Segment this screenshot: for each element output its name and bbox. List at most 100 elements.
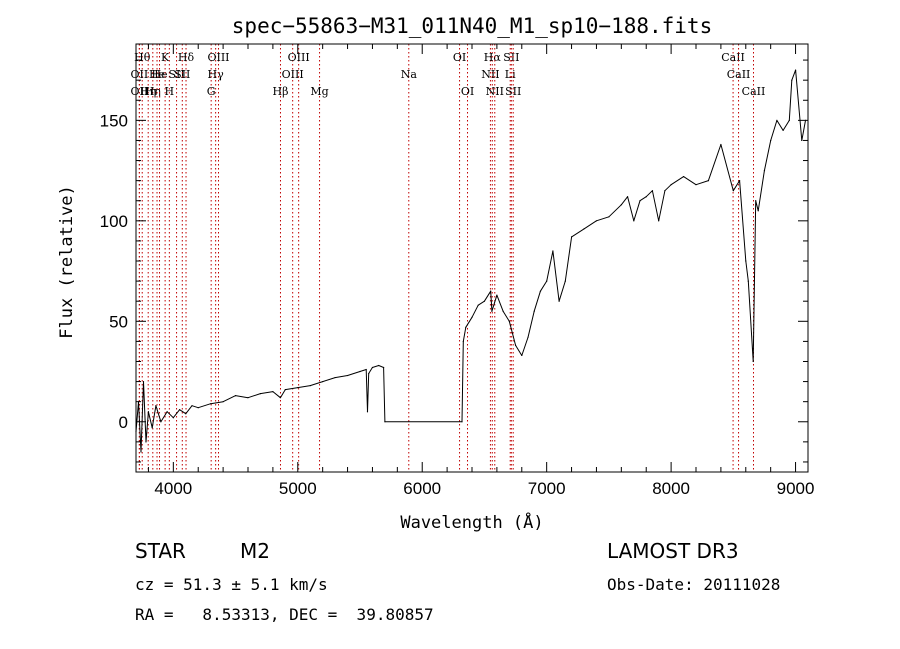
x-tick-label: 4000 (154, 479, 192, 498)
data-point (539, 290, 542, 292)
y-tick-label: 0 (119, 413, 128, 432)
x-axis-label: Wavelength (Å) (400, 511, 543, 533)
data-point (620, 204, 622, 206)
x-tick-label: 9000 (777, 479, 815, 498)
data-point (151, 427, 153, 429)
spectral-line-label: Hβ (273, 85, 289, 98)
x-tick-label: 6000 (403, 479, 441, 498)
spectral-line-label: Hη (145, 85, 161, 98)
data-point (732, 190, 734, 192)
data-point (297, 387, 299, 389)
data-point (272, 391, 274, 393)
data-point (757, 210, 759, 212)
data-point (583, 228, 585, 230)
data-point (462, 340, 464, 342)
data-point (166, 411, 168, 413)
data-point (791, 79, 793, 81)
spectral-line-label: Hγ (208, 68, 225, 81)
data-point (664, 190, 666, 192)
data-point (527, 336, 529, 338)
data-point (210, 403, 212, 405)
spectral-line-label: OIII (282, 68, 304, 81)
data-point (322, 380, 324, 383)
y-tick-label: 50 (109, 312, 128, 331)
spectral-line-label: SII (174, 68, 190, 81)
data-point (384, 421, 386, 423)
spectral-line-label: OIII (207, 51, 229, 64)
plot-frame (135, 43, 809, 473)
series-line (135, 69, 806, 453)
data-point (172, 417, 174, 419)
data-point (461, 421, 463, 423)
data-point (670, 184, 672, 186)
data-point (782, 129, 784, 132)
spectral-line-label: Mg (310, 85, 328, 98)
data-point (247, 397, 249, 399)
data-point (546, 280, 548, 282)
data-point (738, 180, 741, 182)
spectral-line-label: Hδ (178, 51, 195, 64)
spectral-line-label: OII (131, 85, 149, 98)
data-point (366, 411, 369, 413)
data-point (471, 316, 473, 318)
data-point (747, 280, 749, 282)
object-subclass: M2 (240, 539, 270, 563)
data-point (626, 196, 629, 198)
data-point (564, 280, 566, 282)
data-point (142, 380, 145, 383)
spectral-line-label: NII (486, 85, 504, 98)
data-point (160, 421, 162, 423)
data-point (645, 196, 647, 198)
data-point (222, 401, 224, 403)
data-point (633, 220, 635, 222)
y-axis-label: Flux (relative) (57, 185, 77, 339)
coordinates: RA = 8.53313, DEC = 39.80857 (135, 605, 434, 624)
spectral-line-label: OI (453, 51, 466, 64)
data-point (191, 405, 193, 407)
data-point (359, 370, 361, 373)
data-point (794, 69, 797, 71)
data-point (608, 216, 610, 218)
observation-date: Obs-Date: 20111028 (607, 575, 780, 594)
data-point (639, 200, 641, 202)
data-point (259, 393, 262, 395)
data-point (197, 407, 199, 409)
data-point (346, 374, 349, 377)
data-point (477, 304, 479, 306)
spectral-line-label: Li (505, 68, 516, 81)
data-point (383, 366, 385, 369)
data-point (140, 451, 142, 453)
data-point (707, 180, 710, 182)
data-point (658, 220, 660, 222)
spectral-line-label: SII (168, 68, 184, 81)
spectral-line-label: He (149, 68, 165, 81)
spectral-line-label: K (161, 51, 170, 64)
spectrum-series (135, 69, 807, 453)
axes: 4000 5000 6000 7000 8000 9000 0 50 100 150 (100, 43, 815, 498)
data-point (465, 326, 467, 328)
data-point (788, 119, 790, 121)
spectral-line-label: He (151, 68, 167, 81)
data-point (491, 310, 493, 312)
data-point (365, 368, 367, 371)
data-point (533, 310, 535, 312)
y-tick-label: 100 (100, 212, 128, 231)
x-tick-label: 5000 (279, 479, 317, 498)
data-point (368, 372, 370, 375)
spectral-line-label: OIII (288, 51, 310, 64)
data-point (371, 366, 374, 369)
data-point (558, 300, 560, 302)
spectral-line-label: CaII (727, 68, 751, 81)
data-point (752, 360, 754, 363)
spectral-line-label: Hθ (134, 51, 151, 64)
spectral-line-label: NII (481, 68, 499, 81)
data-point (334, 376, 336, 379)
data-point (801, 139, 803, 142)
data-point (185, 413, 187, 415)
data-point (378, 364, 380, 367)
data-point (763, 169, 766, 172)
chart-title: spec−55863−M31_011N40_M1_sp10−188.fits (232, 14, 712, 38)
data-point (552, 250, 554, 252)
spectral-line-label: SII (503, 51, 519, 64)
